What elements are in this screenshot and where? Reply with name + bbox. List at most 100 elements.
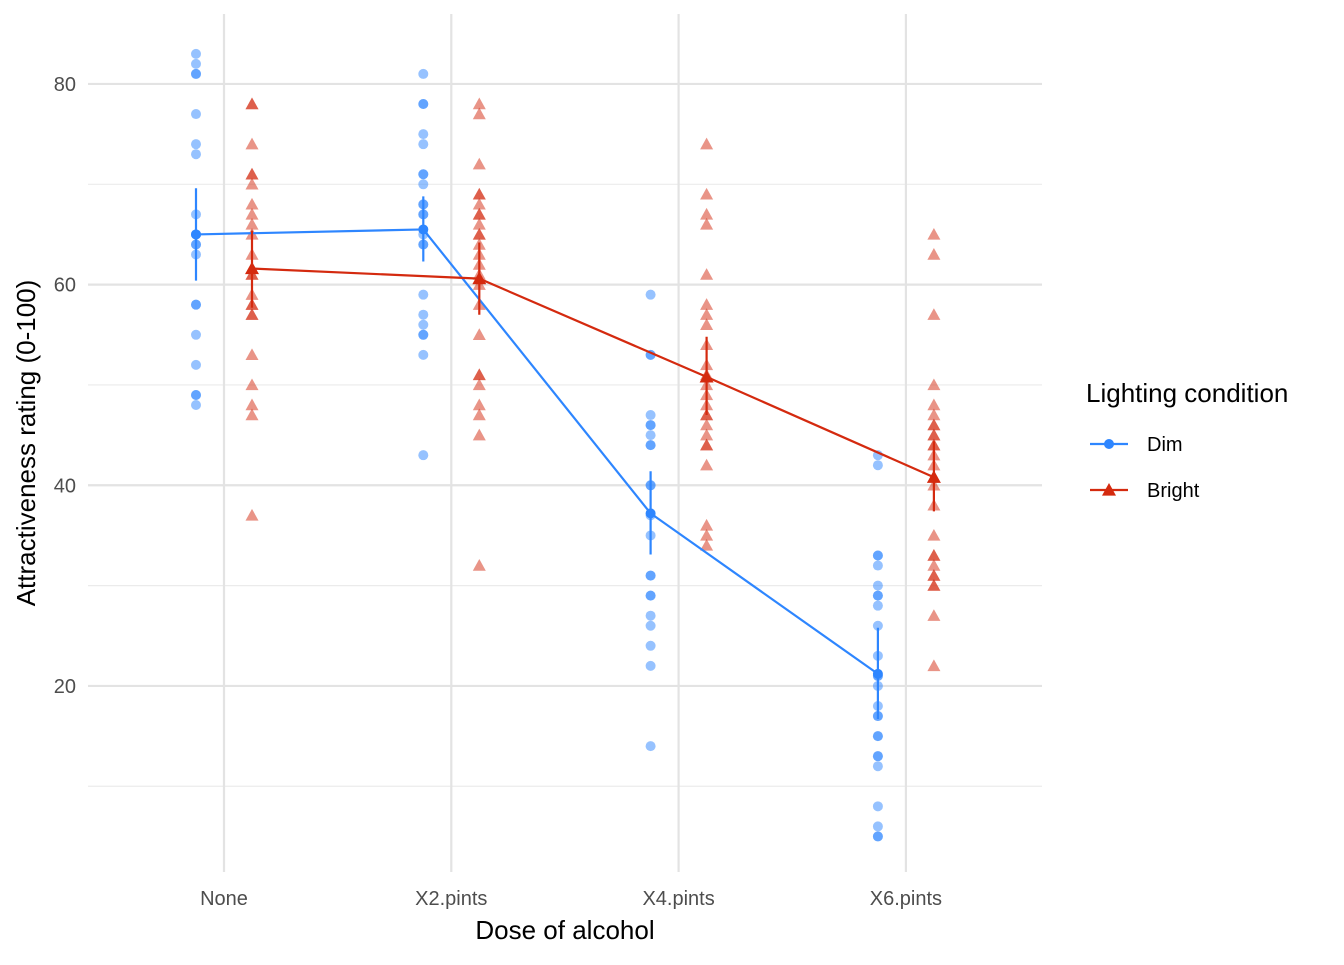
data-point-bright: [245, 197, 259, 210]
mean-point-dim: [872, 668, 883, 679]
data-point-bright: [927, 248, 941, 260]
mean-point-bright: [699, 369, 714, 383]
data-point-dim: [872, 821, 883, 832]
data-point-dim: [191, 389, 201, 400]
legend-title: Lighting condition: [1086, 378, 1288, 408]
data-point-dim: [191, 109, 201, 120]
data-point-dim: [191, 299, 201, 310]
data-point-bright: [472, 217, 486, 230]
data-point-bright: [245, 508, 259, 521]
data-point-bright: [927, 579, 941, 591]
data-point-dim: [191, 400, 201, 411]
data-point-bright: [927, 549, 941, 561]
data-point-dim: [191, 48, 201, 59]
legend-label: Bright: [1147, 480, 1200, 502]
legend-label: Dim: [1147, 434, 1183, 456]
data-point-bright: [472, 157, 486, 170]
x-tick-label: X2.pints: [415, 888, 487, 910]
mean-point-dim: [191, 229, 201, 240]
data-point-bright: [472, 227, 486, 240]
mean-point-bright: [472, 271, 487, 285]
data-point-bright: [700, 418, 714, 431]
mean-line-dim: [195, 228, 879, 675]
data-point-bright: [245, 137, 259, 150]
data-point-dim: [645, 640, 656, 651]
data-point-dim: [872, 831, 883, 842]
data-point-bright: [700, 458, 714, 471]
data-point-bright: [927, 418, 941, 431]
data-point-bright: [927, 659, 941, 672]
data-point-dim: [191, 329, 201, 340]
data-point-bright: [245, 217, 259, 230]
data-point-bright: [472, 559, 486, 571]
data-point-dim: [645, 570, 656, 581]
data-point-dim: [418, 289, 429, 300]
data-point-bright: [472, 207, 486, 220]
x-tick-label: None: [200, 888, 248, 910]
data-point-dim: [418, 329, 429, 340]
data-point-dim: [191, 149, 201, 160]
data-point-dim: [872, 751, 883, 762]
data-point-dim: [645, 420, 656, 431]
x-tick-labels: None X2.pints X4.pints X6.pints: [200, 888, 942, 910]
data-points: [191, 48, 941, 842]
data-point-bright: [927, 308, 941, 320]
data-point-dim: [872, 600, 883, 611]
data-point-dim: [191, 68, 201, 79]
data-point-bright: [927, 408, 941, 421]
data-point-bright: [472, 368, 486, 381]
data-point-bright: [700, 268, 714, 280]
legend-triangle-icon: [1102, 483, 1116, 496]
data-point-dim: [645, 660, 656, 671]
data-point-dim: [645, 430, 656, 441]
data-point-bright: [700, 217, 714, 230]
data-point-bright: [245, 167, 259, 180]
mean-line-bright: [251, 267, 935, 479]
data-point-dim: [418, 349, 429, 360]
data-point-bright: [472, 197, 486, 210]
data-point-dim: [872, 460, 883, 471]
y-tick-label: 40: [54, 475, 76, 497]
data-point-dim: [872, 761, 883, 772]
data-point-dim: [191, 58, 201, 69]
data-point-bright: [245, 408, 259, 421]
y-tick-labels: 20 40 60 80: [54, 74, 76, 698]
data-point-dim: [645, 410, 656, 421]
data-point-dim: [418, 179, 429, 190]
data-point-bright: [700, 308, 714, 320]
data-point-bright: [472, 398, 486, 411]
data-point-dim: [418, 99, 429, 110]
data-point-bright: [472, 408, 486, 421]
mean-point-dim: [418, 224, 429, 235]
data-point-bright: [472, 97, 486, 110]
legend-item-dim: Dim: [1090, 434, 1183, 456]
data-point-bright: [927, 528, 941, 541]
data-point-dim: [872, 560, 883, 571]
data-point-dim: [191, 359, 201, 370]
data-point-dim: [645, 289, 656, 300]
data-point-dim: [872, 731, 883, 742]
data-point-bright: [700, 428, 714, 441]
data-point-dim: [872, 801, 883, 812]
data-point-dim: [645, 741, 656, 752]
data-point-bright: [245, 378, 259, 391]
x-tick-label: X6.pints: [870, 888, 942, 910]
data-point-bright: [245, 207, 259, 220]
data-point-bright: [927, 559, 941, 571]
data-point-dim: [418, 68, 429, 79]
y-tick-label: 80: [54, 74, 76, 96]
y-axis-label: Attractiveness rating (0-100): [11, 280, 41, 607]
data-point-dim: [191, 139, 201, 150]
data-point-dim: [645, 440, 656, 451]
data-point-bright: [700, 298, 714, 310]
data-point-dim: [645, 590, 656, 601]
data-point-bright: [927, 428, 941, 441]
data-point-dim: [872, 550, 883, 561]
data-point-dim: [418, 319, 429, 330]
data-point-bright: [700, 438, 714, 451]
data-point-bright: [700, 187, 714, 200]
legend-circle-icon: [1104, 439, 1114, 449]
data-point-bright: [927, 398, 941, 411]
data-point-bright: [927, 569, 941, 581]
